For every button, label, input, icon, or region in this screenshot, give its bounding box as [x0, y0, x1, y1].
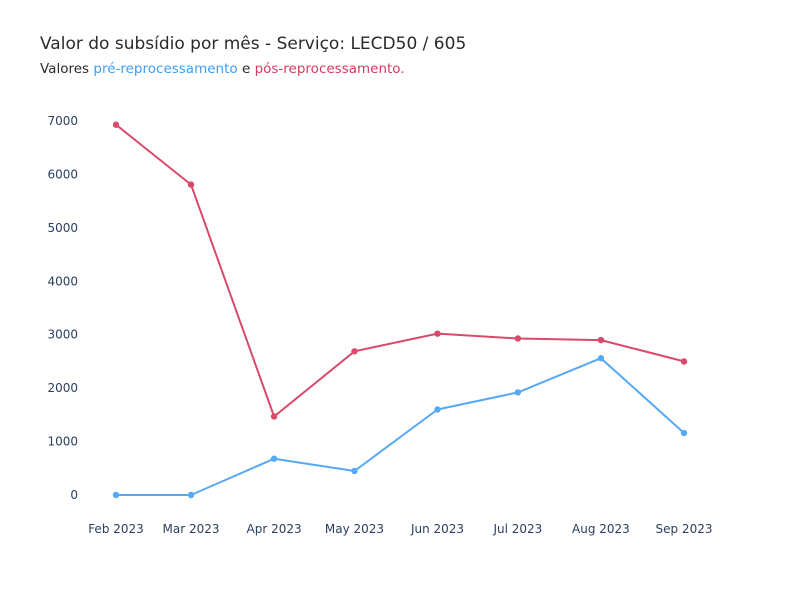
series-line-post	[115, 123, 685, 418]
y-tick-label: 1000	[47, 435, 78, 449]
x-tick-label: Aug 2023	[572, 522, 630, 536]
x-tick-label: Jul 2023	[492, 522, 542, 536]
data-point-pre	[187, 491, 195, 499]
data-point-pre	[514, 389, 522, 396]
x-tick-label: May 2023	[325, 522, 384, 536]
data-point-pre	[597, 355, 605, 362]
chart-title: Valor do subsídio por mês - Serviço: LEC…	[40, 34, 467, 54]
data-point-post	[270, 413, 278, 420]
x-tick-label: Feb 2023	[88, 522, 144, 536]
data-point-pre	[351, 467, 358, 475]
subtitle-connector: e	[241, 61, 251, 77]
x-tick-label: Mar 2023	[163, 522, 220, 536]
legend-post-label: pós-reprocessamento.	[254, 61, 405, 77]
x-tick-label: Sep 2023	[656, 522, 713, 536]
x-tick-label: Jun 2023	[410, 522, 464, 536]
y-tick-label: 2000	[47, 381, 78, 395]
data-point-pre	[680, 429, 688, 437]
legend-pre-label: pré-reprocessamento	[93, 61, 238, 77]
x-tick-label: Apr 2023	[247, 522, 302, 536]
series-line-pre	[115, 357, 685, 496]
data-point-pre	[434, 406, 441, 413]
data-point-post	[680, 358, 688, 365]
y-tick-label: 4000	[47, 274, 78, 288]
y-tick-label: 0	[70, 488, 78, 502]
data-point-post	[597, 336, 605, 344]
data-point-pre	[270, 455, 278, 462]
data-point-post	[351, 348, 358, 355]
data-point-post	[112, 121, 120, 128]
y-tick-label: 7000	[47, 114, 78, 128]
y-tick-label: 3000	[47, 328, 78, 342]
y-tick-label: 5000	[47, 221, 78, 235]
y-tick-label: 6000	[47, 167, 78, 181]
data-point-post	[514, 335, 522, 342]
data-point-post	[434, 330, 441, 337]
data-point-pre	[112, 491, 120, 499]
subtitle-prefix: Valores	[40, 61, 90, 77]
chart-subtitle: Valores pré-reprocessamento e pós-reproc…	[40, 61, 405, 77]
data-point-post	[187, 181, 195, 188]
